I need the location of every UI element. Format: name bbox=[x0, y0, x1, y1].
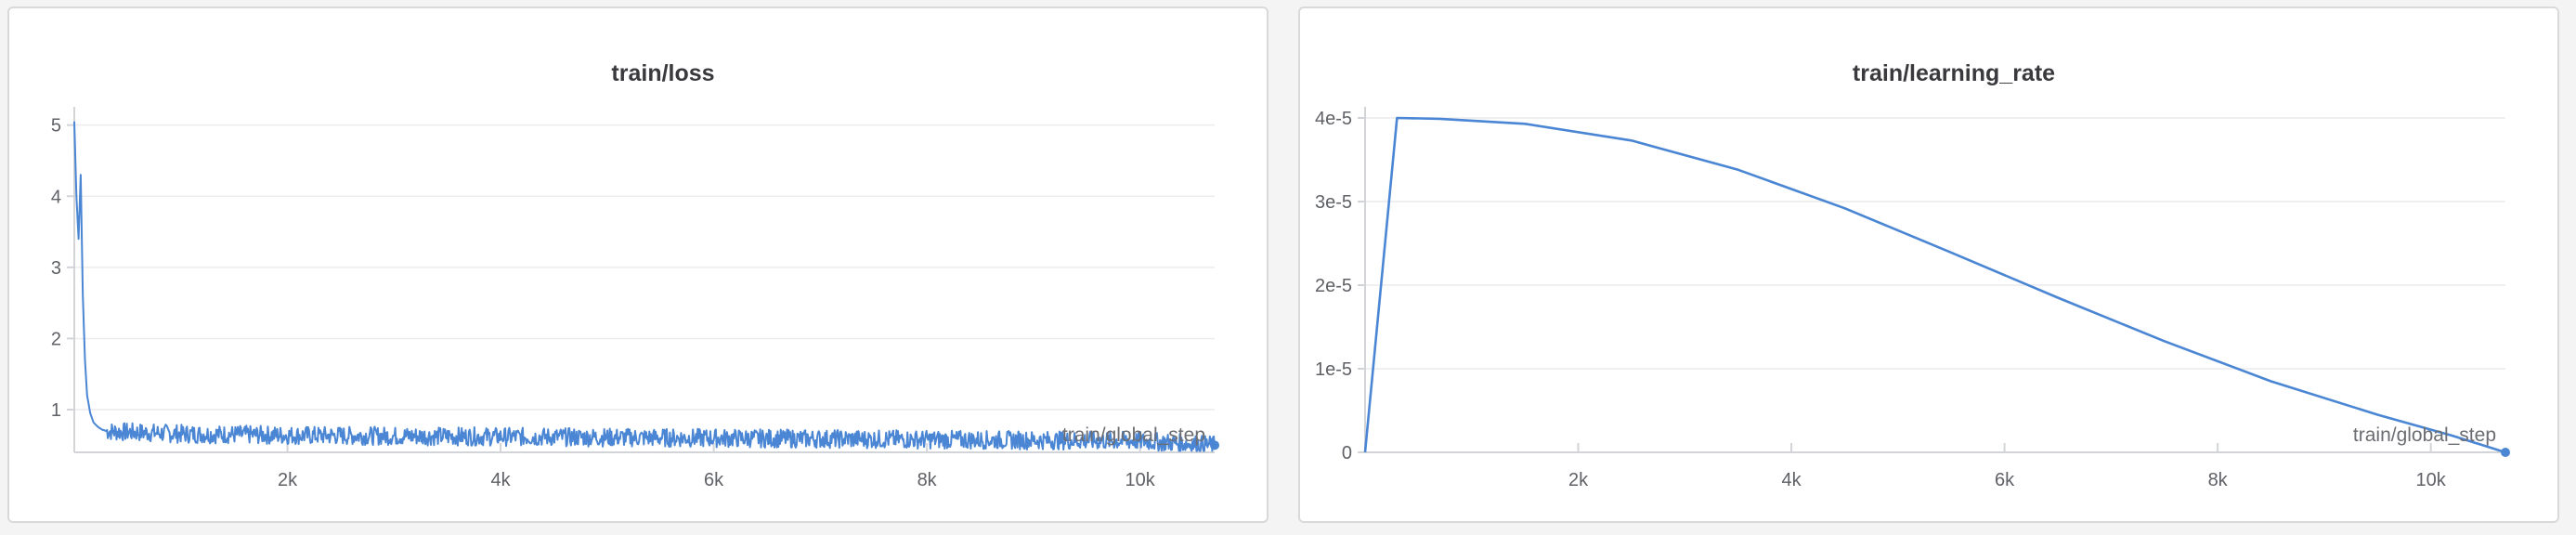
y-tick-label: 2e-5 bbox=[1315, 276, 1352, 296]
y-tick-label: 1e-5 bbox=[1315, 359, 1352, 380]
loss-chart: train/loss 1 2 3 4 5 2k 4k 6k 8k 10k train/global_s… bbox=[51, 60, 1219, 490]
x-tick-label: 8k bbox=[2208, 470, 2229, 490]
series-line bbox=[73, 121, 1216, 452]
x-tick-label: 6k bbox=[1995, 470, 2015, 490]
x-tick-label: 6k bbox=[704, 470, 724, 490]
x-tick-label: 4k bbox=[491, 470, 512, 490]
x-tick-label: 10k bbox=[2416, 470, 2447, 490]
y-tick-label: 0 bbox=[1342, 443, 1352, 463]
y-tick-label: 1 bbox=[51, 400, 61, 421]
x-axis-label: train/global_step bbox=[2353, 424, 2496, 446]
x-tick-label: 2k bbox=[1568, 470, 1589, 490]
last-point-marker bbox=[2501, 448, 2510, 457]
loss-chart-panel: train/loss 1 2 3 4 5 2k 4k 6k 8k 10k train/global_s… bbox=[7, 7, 1268, 523]
y-tick-label: 4 bbox=[51, 187, 61, 207]
series-line bbox=[1363, 116, 2506, 454]
x-tick-label: 4k bbox=[1782, 470, 1802, 490]
x-tick-label: 8k bbox=[917, 470, 938, 490]
learning-rate-chart-panel: train/learning_rate 0 1e-5 2e-5 3e-5 4e-5 2k 4k… bbox=[1298, 7, 2559, 523]
x-tick-label: 10k bbox=[1125, 470, 1156, 490]
x-axis-label: train/global_step bbox=[1062, 424, 1205, 446]
learning-rate-chart: train/learning_rate 0 1e-5 2e-5 3e-5 4e-5 2k 4k… bbox=[1315, 60, 2510, 490]
y-tick-label: 3 bbox=[51, 258, 61, 279]
y-tick-label: 4e-5 bbox=[1315, 109, 1352, 129]
y-tick-label: 2 bbox=[51, 329, 61, 349]
chart-title: train/learning_rate bbox=[1853, 60, 2055, 86]
last-point-marker bbox=[1210, 440, 1219, 450]
y-tick-label: 3e-5 bbox=[1315, 192, 1352, 213]
chart-title: train/loss bbox=[611, 60, 714, 86]
x-tick-label: 2k bbox=[278, 470, 298, 490]
y-tick-label: 5 bbox=[51, 116, 61, 137]
